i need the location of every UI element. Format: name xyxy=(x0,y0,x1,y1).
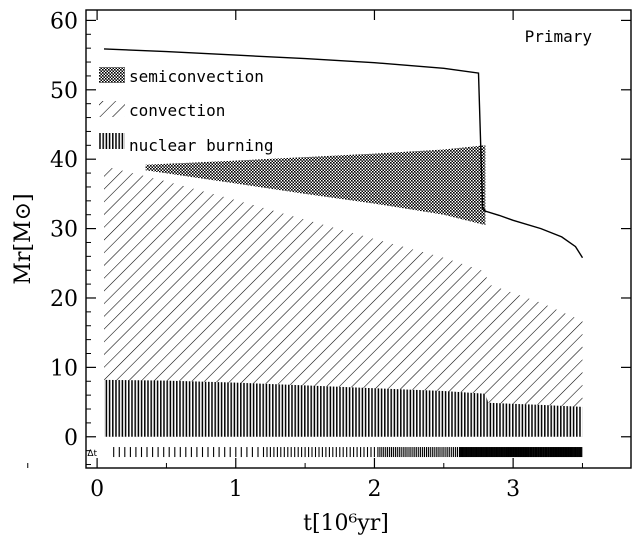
y-axis-title: Mr[M⊙] xyxy=(11,193,36,284)
plot-fills xyxy=(104,145,583,437)
y-tick-label: 60 xyxy=(50,9,78,34)
x-tick-label: 0 xyxy=(90,477,104,502)
legend-swatch-nuclear-burning xyxy=(99,133,125,149)
region-nuclear-burning xyxy=(104,379,583,437)
x-axis-title: t[10⁶yr] xyxy=(303,511,389,536)
plot-frame xyxy=(85,9,632,469)
legend-label-convection: convection xyxy=(129,101,225,120)
legend: semiconvection convection nuclear burnin… xyxy=(99,67,274,155)
legend-label-nuclear-burning: nuclear burning xyxy=(129,136,274,155)
marker-start-glyph: Δt xyxy=(87,449,97,459)
y-axis: 0 10 20 30 40 50 60 xyxy=(50,9,631,466)
y-tick-label: 50 xyxy=(50,79,78,104)
plot-lines xyxy=(103,48,584,259)
y-tick-label: 0 xyxy=(64,426,78,451)
panel-title: Primary xyxy=(525,27,593,46)
x-tick-label: 3 xyxy=(506,477,520,502)
legend-swatch-convection xyxy=(99,101,125,117)
time-step-marks: Δt xyxy=(87,447,583,459)
legend-swatch-semiconvection xyxy=(99,67,125,83)
y-tick-label: 30 xyxy=(50,218,78,243)
total-mass-line xyxy=(103,48,584,259)
region-semiconvection xyxy=(145,145,486,226)
x-tick-label: 2 xyxy=(367,477,381,502)
x-tick-label: 1 xyxy=(229,477,243,502)
x-axis: 0 1 2 3 xyxy=(27,10,583,502)
y-tick-label: 10 xyxy=(50,356,78,381)
y-tick-label: 40 xyxy=(50,148,78,173)
legend-label-semiconvection: semiconvection xyxy=(129,67,264,86)
region-convection xyxy=(104,166,583,437)
y-tick-label: 20 xyxy=(50,287,78,312)
